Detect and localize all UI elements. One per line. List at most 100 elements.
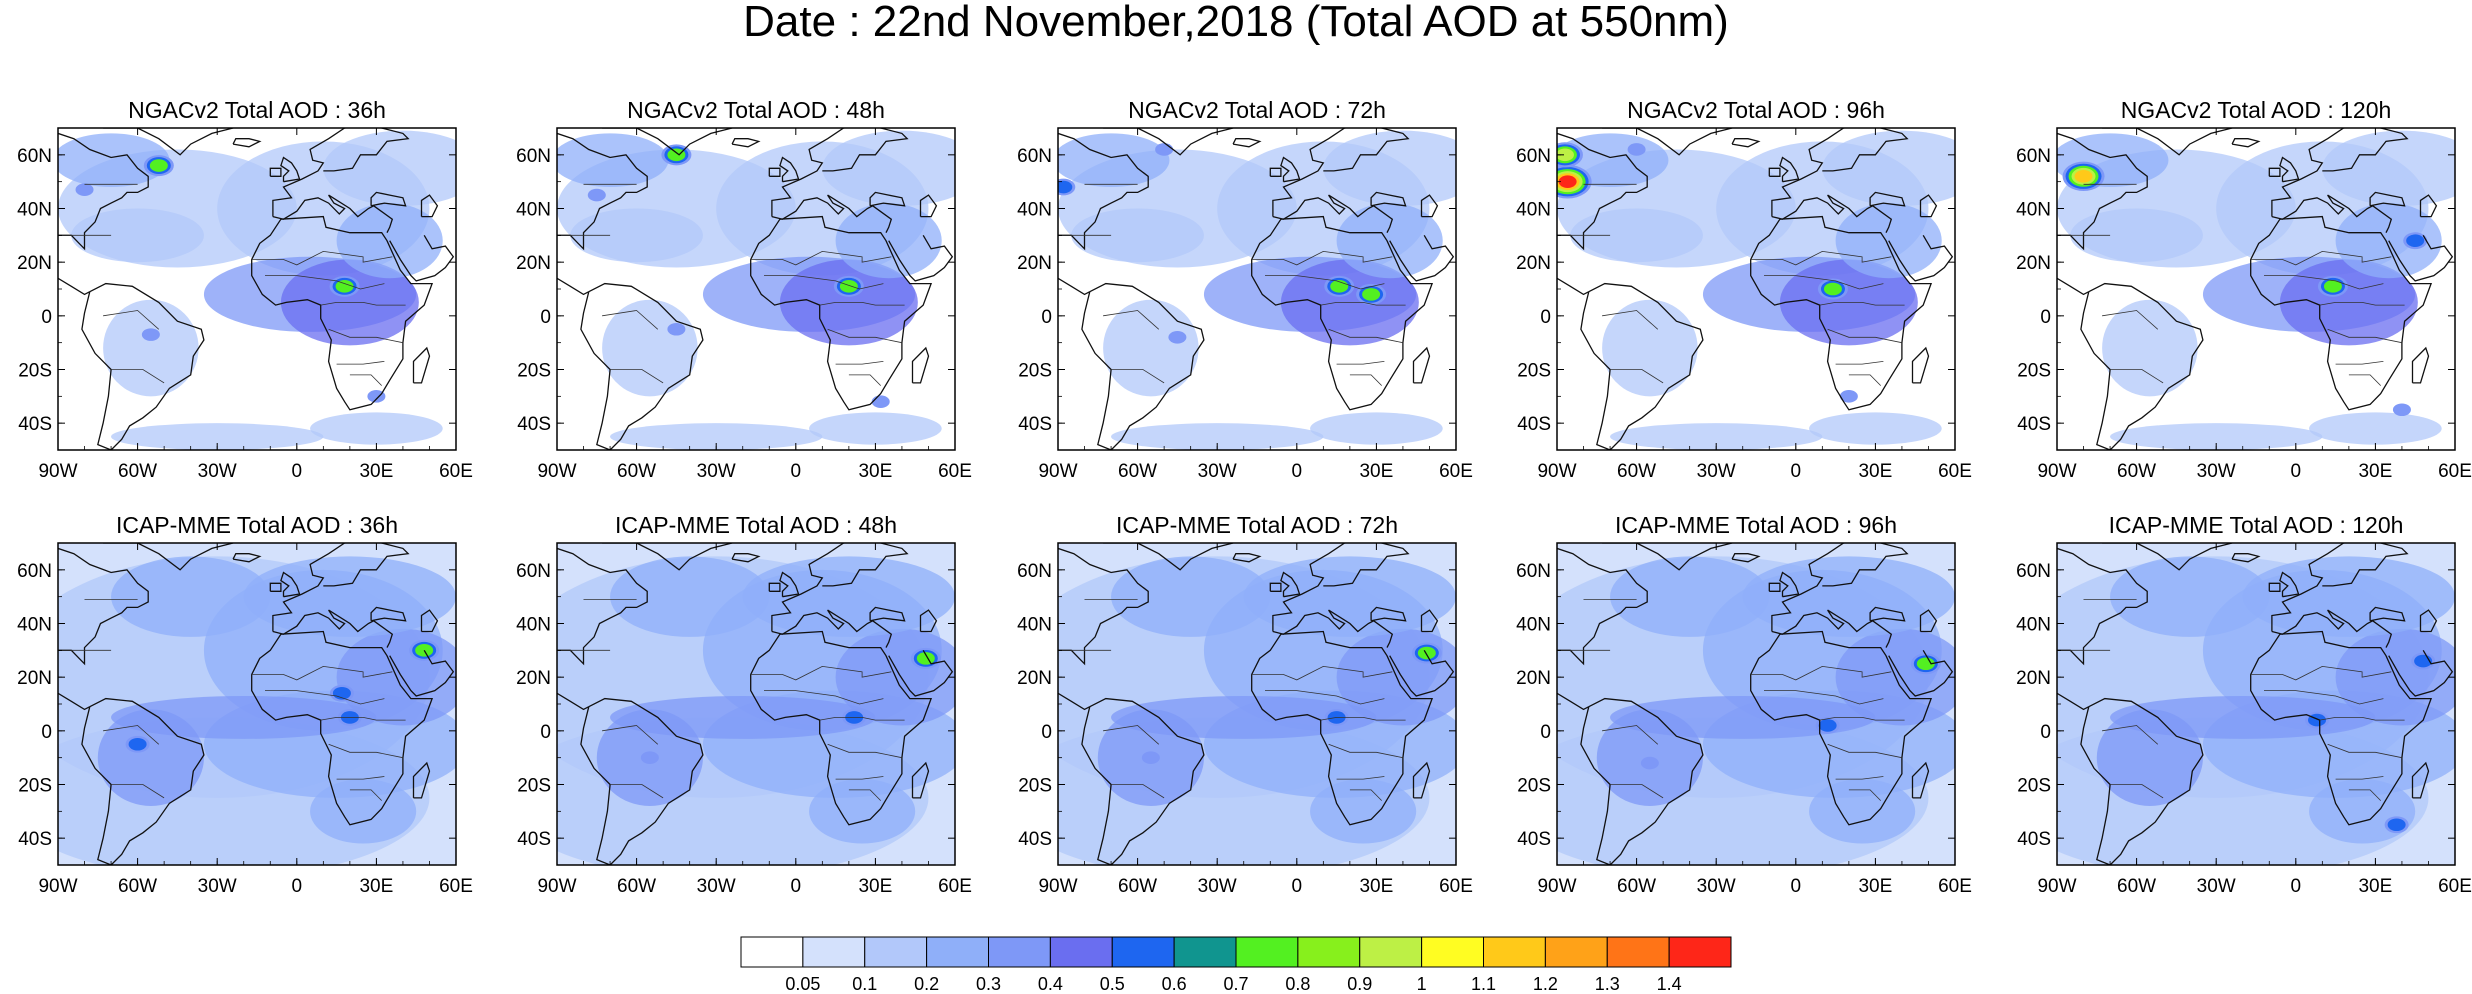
x-tick-label: 30W (1697, 876, 1736, 897)
coastline (2369, 606, 2406, 622)
coastline (1750, 630, 1933, 826)
coastline (1272, 609, 1394, 648)
coastline (2411, 346, 2430, 384)
country-border (2327, 743, 2402, 759)
coastline (1731, 553, 1761, 563)
map-panel: ICAP-MME Total AOD : 72h 90W 60W 30W 0 30E 60E… (1017, 512, 1473, 897)
aod-field (1809, 779, 1916, 844)
country-border (2335, 776, 2384, 780)
y-tick-label: 20S (2017, 776, 2051, 797)
x-tick-label: 60W (118, 461, 157, 482)
map-area (2057, 128, 2455, 450)
coastline (1370, 606, 1407, 622)
country-border (349, 374, 382, 386)
y-tick-label: 20N (1017, 253, 1052, 274)
coastline (1911, 346, 1930, 384)
colorbar-label: 1.4 (1657, 974, 1682, 994)
country-border (1602, 310, 1659, 330)
coastline (232, 553, 262, 563)
coastline (2231, 553, 2261, 563)
y-tick-label: 0 (2040, 307, 2051, 328)
aod-field (1742, 556, 1955, 637)
country-border (1111, 369, 1165, 384)
y-tick-label: 60N (516, 561, 551, 582)
coastline (81, 282, 205, 450)
colorbar-label: 1 (1417, 974, 1427, 994)
colorbar-swatch (926, 936, 989, 968)
country-border (2110, 369, 2164, 384)
y-tick-label: 40N (17, 615, 52, 636)
map-panel: NGACv2 Total AOD : 48h 90W 60W 30W 0 30E 60E 60… (516, 97, 972, 482)
country-border (349, 789, 382, 801)
coastline (2271, 194, 2393, 233)
y-tick-label: 20S (2017, 361, 2051, 382)
coastline (1557, 132, 1648, 251)
aod-field (2110, 423, 2323, 450)
y-tick-label: 20S (1018, 776, 1052, 797)
aod-hotspot (640, 751, 659, 764)
country-border (1103, 725, 1160, 745)
coastline (2268, 582, 2281, 592)
country-border (2264, 275, 2384, 290)
aod-field (1243, 556, 1456, 637)
aod-field (1822, 130, 1955, 206)
country-border (1320, 717, 1406, 721)
coastline (731, 553, 761, 563)
aod-field (2309, 412, 2442, 445)
country-border (336, 776, 385, 780)
country-border (320, 717, 406, 721)
x-tick-label: 30W (2197, 876, 2236, 897)
coastline (1389, 234, 1455, 282)
aod-field (1570, 208, 1703, 263)
coastline (58, 277, 91, 296)
country-border (328, 743, 403, 759)
country-border (111, 784, 165, 799)
coastline (2271, 128, 2409, 217)
coastline (2419, 194, 2438, 218)
coastline (911, 761, 930, 799)
coastline (2080, 282, 2204, 450)
coastline (2419, 609, 2438, 633)
aod-hotspot (1823, 282, 1842, 296)
panel-title: NGACv2 Total AOD : 36h (128, 97, 386, 123)
aod-field (557, 133, 669, 188)
panel-title: ICAP-MME Total AOD : 36h (116, 512, 398, 538)
coastline (269, 167, 282, 177)
coastline (1251, 630, 1434, 826)
coastline (1280, 571, 1301, 598)
colorbar-swatch (1668, 936, 1732, 968)
aod-field (1323, 130, 1456, 206)
x-tick-label: 90W (1038, 876, 1077, 897)
country-border (1827, 743, 1902, 759)
y-tick-label: 60N (2016, 146, 2051, 167)
map-area (1557, 128, 1955, 450)
country-border (1610, 784, 1664, 799)
country-border (2264, 690, 2384, 705)
coastline (1771, 543, 1909, 632)
y-tick-label: 40S (1018, 829, 1052, 850)
coastline (103, 543, 234, 571)
aod-field (2070, 208, 2203, 263)
coastline (2271, 609, 2393, 648)
aod-field (1071, 208, 1204, 263)
x-tick-label: 60W (1617, 461, 1656, 482)
x-tick-label: 30W (198, 876, 237, 897)
coastline (1058, 692, 1091, 711)
y-tick-label: 0 (1041, 722, 1052, 743)
coastline (81, 697, 205, 865)
coastline (2279, 156, 2300, 183)
map-area (2057, 543, 2455, 865)
aod-hotspot (839, 280, 858, 293)
aod-field (97, 709, 204, 806)
country-border (1835, 776, 1884, 780)
aod-field (1809, 412, 1942, 445)
aod-hotspot (1839, 390, 1858, 403)
aod-field (1602, 299, 1698, 397)
coastline (1888, 234, 1954, 282)
y-tick-label: 60N (1017, 146, 1052, 167)
y-tick-label: 20S (1018, 361, 1052, 382)
country-border (1251, 665, 1393, 681)
coastline (2250, 215, 2433, 411)
colorbar-swatch (1421, 936, 1484, 968)
